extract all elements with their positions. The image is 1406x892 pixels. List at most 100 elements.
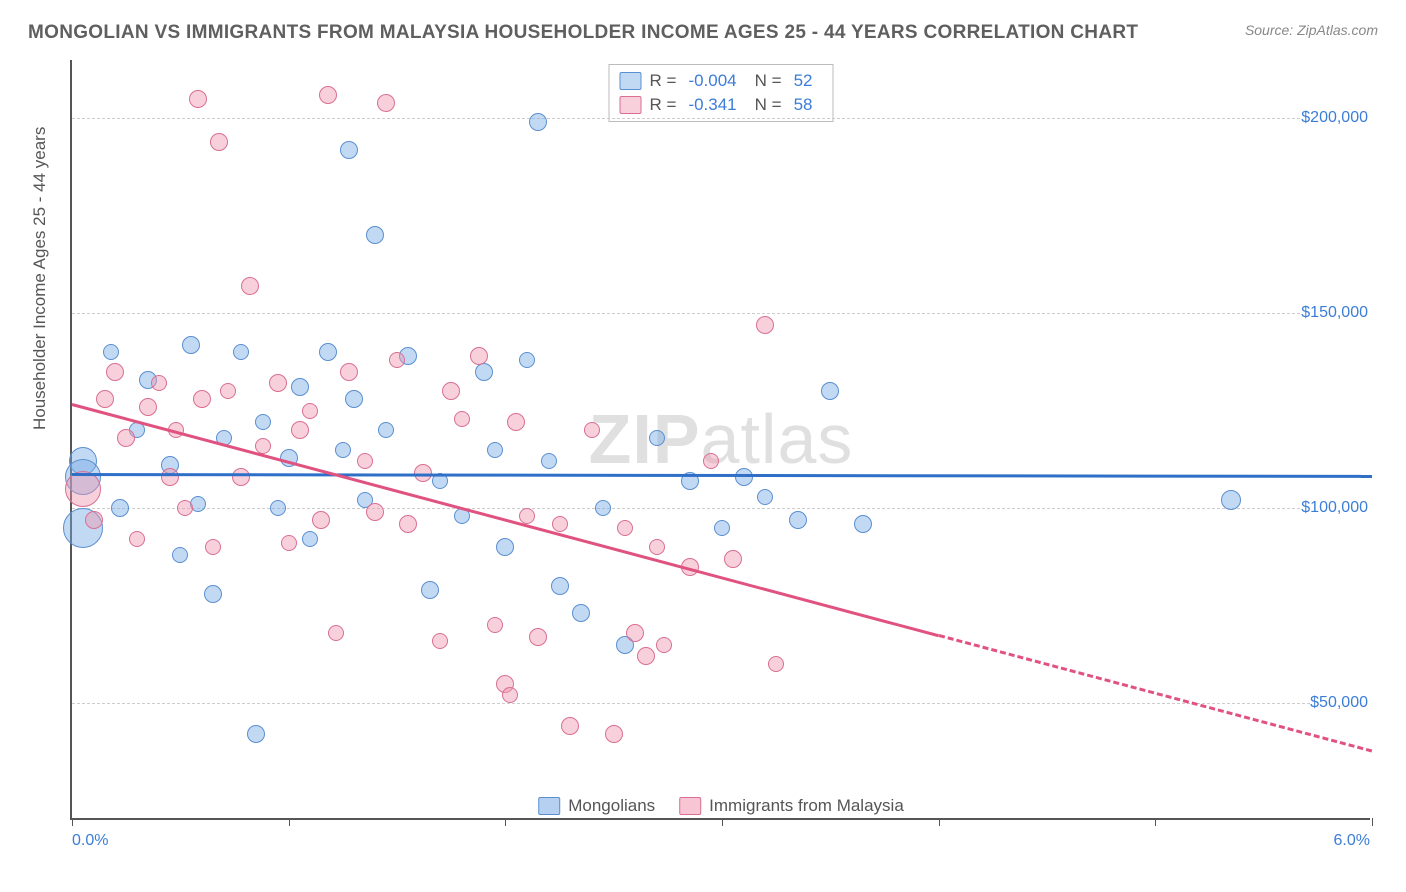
trend-line xyxy=(72,473,1361,478)
n-value: 52 xyxy=(794,71,813,91)
data-point xyxy=(377,94,395,112)
watermark-rest: atlas xyxy=(701,400,854,478)
data-point xyxy=(399,515,417,533)
data-point xyxy=(421,581,439,599)
x-min-label: 0.0% xyxy=(72,832,108,850)
y-tick-label: $200,000 xyxy=(1301,109,1374,127)
legend-swatch xyxy=(679,797,701,815)
data-point xyxy=(854,515,872,533)
y-axis-label: Householder Income Ages 25 - 44 years xyxy=(30,127,50,430)
legend-item: Immigrants from Malaysia xyxy=(679,796,904,816)
y-tick-label: $100,000 xyxy=(1301,499,1374,517)
data-point xyxy=(551,577,569,595)
data-point xyxy=(345,390,363,408)
data-point xyxy=(529,113,547,131)
legend-swatch xyxy=(620,96,642,114)
data-point xyxy=(182,336,200,354)
data-point xyxy=(319,86,337,104)
data-point xyxy=(269,374,287,392)
r-label: R = xyxy=(650,71,677,91)
data-point xyxy=(270,500,286,516)
legend-swatch xyxy=(620,72,642,90)
data-point xyxy=(172,547,188,563)
n-label: N = xyxy=(755,95,782,115)
data-point xyxy=(605,725,623,743)
data-point xyxy=(328,625,344,641)
data-point xyxy=(507,413,525,431)
watermark: ZIPatlas xyxy=(589,399,854,479)
data-point xyxy=(552,516,568,532)
data-point xyxy=(139,398,157,416)
data-point xyxy=(96,390,114,408)
trend-line xyxy=(72,403,939,637)
data-point xyxy=(232,468,250,486)
data-point xyxy=(189,90,207,108)
data-point xyxy=(626,624,644,642)
data-point xyxy=(340,141,358,159)
data-point xyxy=(241,277,259,295)
data-point xyxy=(789,511,807,529)
legend-swatch xyxy=(538,797,560,815)
data-point xyxy=(389,352,405,368)
data-point xyxy=(161,468,179,486)
data-point xyxy=(584,422,600,438)
data-point xyxy=(768,656,784,672)
chart-title: MONGOLIAN VS IMMIGRANTS FROM MALAYSIA HO… xyxy=(28,22,1138,44)
data-point xyxy=(151,375,167,391)
data-point xyxy=(85,511,103,529)
data-point xyxy=(205,539,221,555)
data-point xyxy=(724,550,742,568)
data-point xyxy=(366,503,384,521)
legend-label: Mongolians xyxy=(568,796,655,816)
gridline xyxy=(72,703,1370,704)
data-point xyxy=(312,511,330,529)
data-point xyxy=(757,489,773,505)
data-point xyxy=(487,617,503,633)
data-point xyxy=(821,382,839,400)
data-point xyxy=(470,347,488,365)
x-tick xyxy=(939,818,940,826)
data-point xyxy=(103,344,119,360)
data-point xyxy=(637,647,655,665)
data-point xyxy=(302,403,318,419)
watermark-bold: ZIP xyxy=(589,400,701,478)
data-point xyxy=(529,628,547,646)
data-point xyxy=(432,633,448,649)
data-point xyxy=(281,535,297,551)
data-point xyxy=(617,520,633,536)
y-tick-label: $50,000 xyxy=(1310,694,1374,712)
data-point xyxy=(255,414,271,430)
data-point xyxy=(111,499,129,517)
series-legend: Mongolians Immigrants from Malaysia xyxy=(538,796,904,816)
data-point xyxy=(291,421,309,439)
x-tick xyxy=(722,818,723,826)
data-point xyxy=(220,383,236,399)
data-point xyxy=(561,717,579,735)
data-point xyxy=(193,390,211,408)
n-value: 58 xyxy=(794,95,813,115)
legend-item: Mongolians xyxy=(538,796,655,816)
data-point xyxy=(65,471,101,507)
data-point xyxy=(210,133,228,151)
x-tick xyxy=(505,818,506,826)
data-point xyxy=(291,378,309,396)
data-point xyxy=(454,411,470,427)
data-point xyxy=(595,500,611,516)
data-point xyxy=(756,316,774,334)
data-point xyxy=(475,363,493,381)
plot-area: ZIPatlas R =-0.004N =52R =-0.341N =58 Mo… xyxy=(70,60,1370,820)
data-point xyxy=(233,344,249,360)
data-point xyxy=(442,382,460,400)
x-tick xyxy=(1155,818,1156,826)
data-point xyxy=(502,687,518,703)
data-point xyxy=(319,343,337,361)
gridline xyxy=(72,508,1370,509)
data-point xyxy=(366,226,384,244)
data-point xyxy=(357,453,373,469)
data-point xyxy=(247,725,265,743)
n-label: N = xyxy=(755,71,782,91)
data-point xyxy=(302,531,318,547)
legend-row: R =-0.341N =58 xyxy=(620,93,823,117)
data-point xyxy=(335,442,351,458)
correlation-legend: R =-0.004N =52R =-0.341N =58 xyxy=(609,64,834,122)
